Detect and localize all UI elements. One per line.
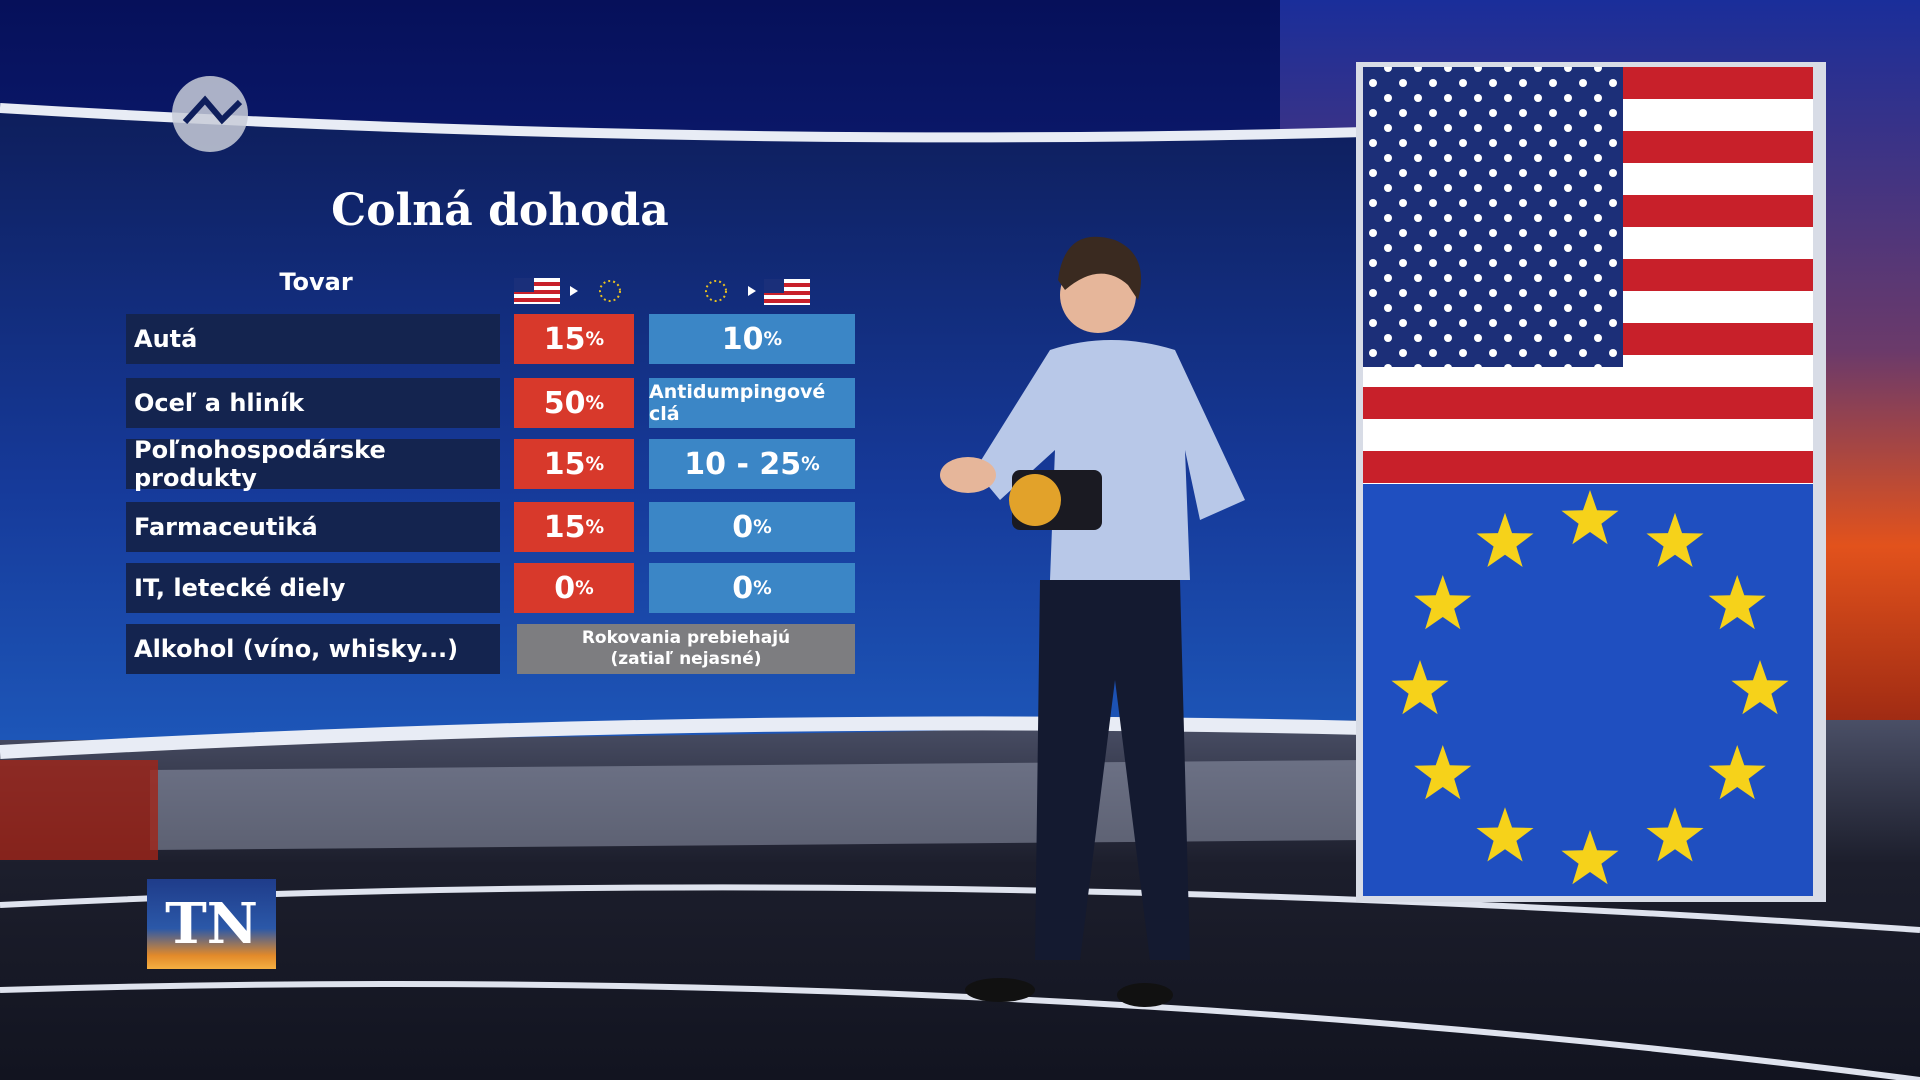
us-to-eu-cell: 0% <box>514 563 634 613</box>
note-line: (zatiaľ nejasné) <box>610 649 762 669</box>
us-to-eu-cell: 50% <box>514 378 634 428</box>
note-line: Rokovania prebiehajú <box>581 628 791 648</box>
row-label: Poľnohospodárske produkty <box>126 436 500 492</box>
row-label: Oceľ a hliník <box>126 378 500 428</box>
row-label: Alkohol (víno, whisky...) <box>126 624 500 674</box>
row-label: IT, letecké diely <box>126 563 500 613</box>
row-label: Autá <box>126 314 500 364</box>
eu-to-us-cell: 10% <box>649 314 855 364</box>
eu-to-us-cell: Antidumpingové clá <box>649 378 855 428</box>
note-cell: Rokovania prebiehajú (zatiaľ nejasné) <box>517 624 855 674</box>
row-label: Farmaceutiká <box>126 502 500 552</box>
table-title: Colná dohoda <box>331 185 669 236</box>
us-to-eu-cell: 15% <box>514 314 634 364</box>
eu-to-us-cell: 0% <box>649 563 855 613</box>
channel-logo: TN <box>147 879 276 969</box>
person <box>940 236 1245 1007</box>
flags-panel <box>1356 62 1826 902</box>
us-to-eu-cell: 15% <box>514 502 634 552</box>
eu-to-us-cell: 10 - 25% <box>649 439 855 489</box>
eu-to-us-cell: 0% <box>649 502 855 552</box>
us-to-eu-cell: 15% <box>514 439 634 489</box>
us-flag-icon <box>514 278 810 305</box>
column-header: Tovar <box>279 268 353 296</box>
